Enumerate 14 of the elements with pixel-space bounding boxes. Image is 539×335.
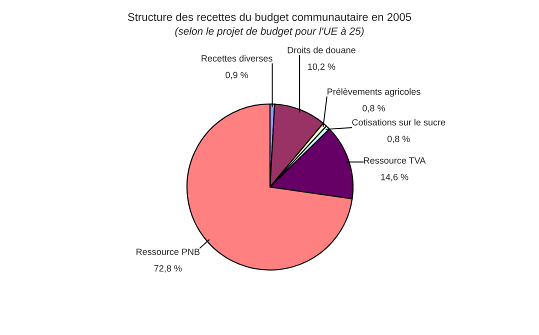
data-label: 0,9 % [226, 72, 248, 80]
data-label: 14,6 % [381, 174, 408, 182]
slice-label: Cotisations sur le sucre [352, 118, 446, 126]
chart-title: Structure des recettes du budget communautaire en 2005 [128, 12, 412, 24]
slice-label: Prélèvements agricoles [328, 88, 420, 97]
slice-label: Ressource PNB [136, 248, 200, 255]
slice-label: Ressource TVA [364, 157, 426, 164]
slice-label: Recettes diverses [202, 54, 272, 62]
data-label: 0,8 % [387, 136, 410, 144]
data-label: 72,8 % [154, 265, 182, 273]
chart-subtitle: (selon le projet de budget pour l'UE à 25) [175, 27, 364, 37]
data-label: 0,8 % [362, 105, 385, 112]
data-label: 10,2 % [308, 64, 336, 71]
slice-label: Droits de douane [288, 46, 356, 54]
